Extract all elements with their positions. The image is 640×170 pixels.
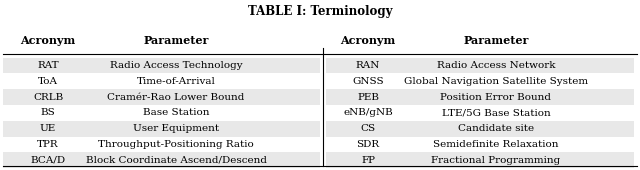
Text: Acronym: Acronym bbox=[340, 35, 396, 46]
Text: Radio Access Technology: Radio Access Technology bbox=[109, 61, 243, 70]
FancyBboxPatch shape bbox=[3, 57, 320, 73]
FancyBboxPatch shape bbox=[326, 105, 634, 121]
FancyBboxPatch shape bbox=[3, 121, 320, 137]
Text: RAN: RAN bbox=[356, 61, 380, 70]
FancyBboxPatch shape bbox=[3, 137, 320, 152]
FancyBboxPatch shape bbox=[3, 89, 320, 105]
FancyBboxPatch shape bbox=[3, 105, 320, 121]
Text: SDR: SDR bbox=[356, 140, 380, 149]
Text: eNB/gNB: eNB/gNB bbox=[343, 108, 393, 117]
FancyBboxPatch shape bbox=[3, 73, 320, 89]
FancyBboxPatch shape bbox=[326, 89, 634, 105]
Text: PEB: PEB bbox=[357, 93, 379, 101]
Text: Global Navigation Satellite System: Global Navigation Satellite System bbox=[404, 77, 588, 86]
Text: Parameter: Parameter bbox=[143, 35, 209, 46]
Text: CS: CS bbox=[360, 124, 376, 133]
FancyBboxPatch shape bbox=[326, 121, 634, 137]
Text: ToA: ToA bbox=[38, 77, 58, 86]
Text: Time-of-Arrival: Time-of-Arrival bbox=[136, 77, 216, 86]
Text: Block Coordinate Ascend/Descend: Block Coordinate Ascend/Descend bbox=[86, 156, 266, 165]
Text: Semidefinite Relaxation: Semidefinite Relaxation bbox=[433, 140, 559, 149]
Text: Fractional Programming: Fractional Programming bbox=[431, 156, 561, 165]
Text: GNSS: GNSS bbox=[352, 77, 384, 86]
Text: TABLE I: Terminology: TABLE I: Terminology bbox=[248, 5, 392, 18]
Text: Acronym: Acronym bbox=[20, 35, 76, 46]
FancyBboxPatch shape bbox=[3, 152, 320, 168]
Text: TPR: TPR bbox=[37, 140, 59, 149]
Text: FP: FP bbox=[361, 156, 375, 165]
FancyBboxPatch shape bbox=[326, 73, 634, 89]
Text: Radio Access Network: Radio Access Network bbox=[436, 61, 556, 70]
Text: BS: BS bbox=[40, 108, 56, 117]
Text: Candidate site: Candidate site bbox=[458, 124, 534, 133]
Text: RAT: RAT bbox=[37, 61, 59, 70]
Text: Base Station: Base Station bbox=[143, 108, 209, 117]
FancyBboxPatch shape bbox=[326, 152, 634, 168]
Text: Parameter: Parameter bbox=[463, 35, 529, 46]
Text: LTE/5G Base Station: LTE/5G Base Station bbox=[442, 108, 550, 117]
FancyBboxPatch shape bbox=[326, 137, 634, 152]
Text: Position Error Bound: Position Error Bound bbox=[440, 93, 552, 101]
Text: User Equipment: User Equipment bbox=[133, 124, 219, 133]
Text: Cramér-Rao Lower Bound: Cramér-Rao Lower Bound bbox=[108, 93, 244, 101]
Text: Throughput-Positioning Ratio: Throughput-Positioning Ratio bbox=[98, 140, 254, 149]
Text: UE: UE bbox=[40, 124, 56, 133]
Text: BCA/D: BCA/D bbox=[31, 156, 65, 165]
FancyBboxPatch shape bbox=[326, 57, 634, 73]
Text: CRLB: CRLB bbox=[33, 93, 63, 101]
FancyBboxPatch shape bbox=[3, 33, 637, 49]
